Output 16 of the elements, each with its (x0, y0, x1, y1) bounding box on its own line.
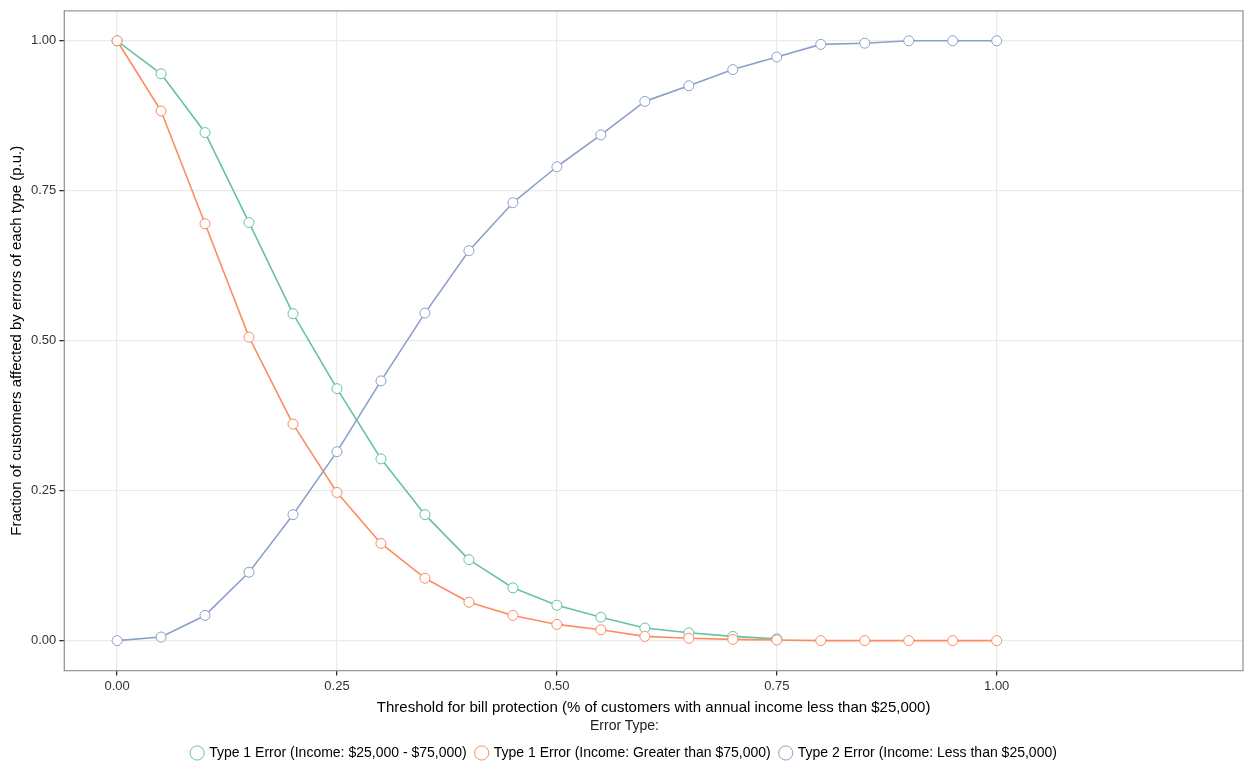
y-tick-label: 1.00 (30, 32, 57, 48)
x-tick-label: 0.25 (324, 677, 350, 693)
x-tick-label: 1.00 (984, 677, 1010, 693)
y-tick-label: 0.25 (30, 482, 57, 498)
y-tick-label: 0.75 (30, 182, 57, 198)
x-tick-label: 0.50 (544, 677, 570, 693)
legend-title: Error Type: (590, 717, 659, 734)
y-axis-title: Fraction of customers affected by errors of each type (p.u.) (7, 145, 25, 536)
legend-label: Type 1 Error (Income: Greater than $75,000) (493, 743, 771, 760)
legend-label: Type 1 Error (Income: $25,000 - $75,000) (209, 743, 467, 760)
x-axis-title: Threshold for bill protection (% of customers with annual income less than $25,000) (376, 698, 931, 716)
y-tick-label: 0.50 (30, 332, 57, 348)
x-tick-label: 0.75 (764, 677, 790, 693)
legend-label: Type 2 Error (Income: Less than $25,000) (797, 743, 1057, 760)
x-tick-label: 0.00 (104, 677, 130, 693)
y-tick-label: 0.00 (30, 632, 57, 648)
